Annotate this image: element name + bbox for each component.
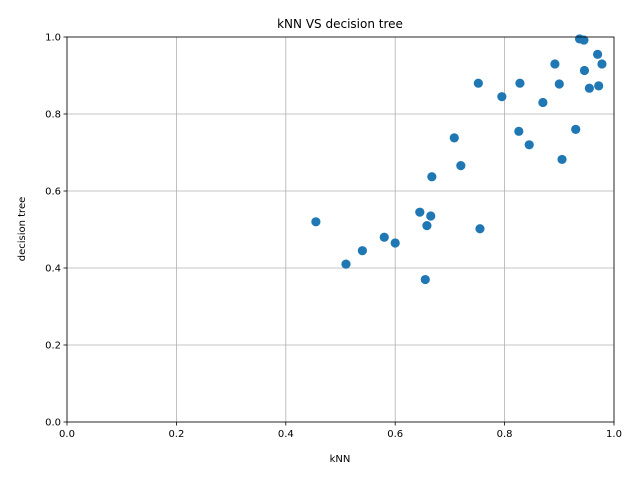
data-point (497, 92, 507, 102)
data-point (475, 224, 485, 234)
data-point (579, 35, 589, 45)
x-tick-label: 0.6 (387, 429, 403, 440)
x-axis-label: kNN (330, 454, 351, 465)
data-point (514, 126, 524, 136)
x-tick-label: 0.2 (168, 429, 184, 440)
data-point (473, 78, 483, 88)
data-point (422, 221, 432, 231)
data-point (571, 124, 581, 134)
data-points (311, 34, 607, 285)
data-point (311, 217, 321, 227)
data-point (557, 154, 567, 165)
chart-title: kNN VS decision tree (277, 17, 403, 31)
y-axis-label: decision tree (17, 197, 28, 262)
x-tick-label: 0.8 (497, 429, 513, 440)
data-point (550, 59, 560, 69)
data-point (357, 246, 367, 256)
axes-frame (66, 36, 615, 423)
data-point (597, 59, 607, 69)
data-point (390, 238, 400, 248)
x-tick-label: 0.4 (278, 429, 294, 440)
data-point (415, 207, 425, 217)
data-point (594, 81, 604, 91)
x-tick-label: 0.0 (59, 429, 75, 440)
data-point (554, 79, 564, 89)
data-point (456, 160, 466, 171)
y-tick-label: 0.6 (45, 187, 61, 198)
data-point (426, 211, 436, 221)
data-point (515, 78, 525, 88)
data-point (420, 274, 430, 285)
y-axis-ticks: 0.0 0.2 0.4 0.6 0.8 1.0 (45, 33, 67, 429)
data-point (584, 83, 594, 93)
y-tick-label: 0.0 (45, 418, 61, 429)
data-point (579, 65, 590, 76)
y-tick-label: 1.0 (45, 33, 61, 44)
x-axis-ticks: 0.0 0.2 0.4 0.6 0.8 1.0 (59, 422, 622, 440)
y-tick-label: 0.2 (45, 341, 61, 352)
data-point (427, 172, 437, 182)
x-tick-label: 1.0 (606, 429, 622, 440)
data-point (449, 133, 459, 143)
y-tick-label: 0.8 (45, 110, 61, 121)
data-point (538, 97, 548, 108)
data-point (341, 259, 351, 269)
data-point (524, 140, 534, 150)
y-tick-label: 0.4 (45, 264, 61, 275)
data-point (379, 232, 389, 242)
data-point (592, 49, 603, 59)
